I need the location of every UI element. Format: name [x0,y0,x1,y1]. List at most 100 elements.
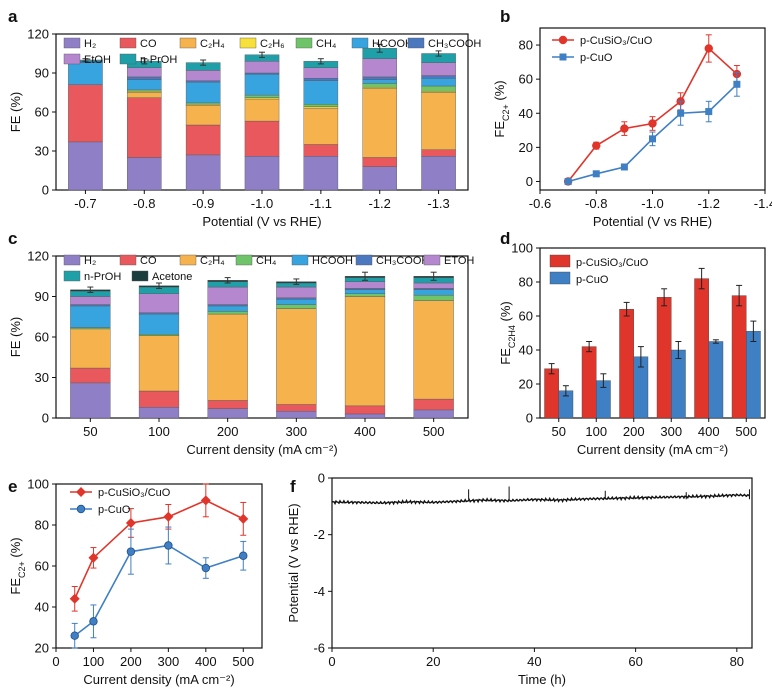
legend-label-CH4-a: CH₄ [316,38,337,50]
bar-segment-CH4-a [362,83,397,88]
bar-segment-CO-a [68,84,103,143]
x-tick-label-a: -0.7 [74,196,96,211]
bar-segment-EtOH-a [127,67,162,78]
bar-segment-CH4-c [70,327,111,330]
legend-swatch-C2H4-a [179,37,197,49]
legend-swatch-EtOH-c [423,254,441,266]
bar-segment-CH4-c [413,294,454,301]
bar-segment-H2-a [362,166,397,191]
x-tick-label-e: 300 [158,654,180,669]
legend-label-reference-b: p-CuO [580,52,613,64]
bar-catalyst-d [544,368,559,419]
point-reference-e [70,631,79,640]
legend-swatch-nPrOH-c [63,270,81,282]
x-tick-label-a: -1.3 [427,196,449,211]
plot-frame-f [331,477,753,649]
y-tick-label-e: 100 [27,477,49,492]
x-tick-label-c: 400 [354,424,376,439]
y-tick-label-a: 60 [35,105,49,120]
legend-label-CO-c: CO [140,255,157,267]
x-tick-label-a: -1.1 [310,196,332,211]
legend-swatch-Acetone-c [131,270,149,282]
legend-label-CH3COOH-a: CH₃COOH [428,38,481,50]
y-tick-label-f: -2 [313,527,325,542]
panel-letter-e: e [8,477,17,496]
legend-swatch-H2-c [63,254,81,266]
panel-letter-f: f [290,477,296,496]
series-line-reference-e [74,544,244,637]
bar-segment-HCOOH-c [344,289,386,295]
x-tick-label-d: 200 [623,424,645,439]
x-tick-label-c: 200 [217,424,239,439]
bar-segment-CH3COOH-c [276,297,317,300]
point-reference-b [705,108,713,116]
bar-segment-CH3COOH-a [127,76,162,80]
legend-label-C2H4-c: C₂H₄ [200,255,225,267]
bar-segment-C2H4-a [127,92,162,98]
bar-segment-H2-c [207,408,248,419]
x-tick-label-d: 50 [552,424,566,439]
y-tick-label-a: 120 [27,27,49,42]
y-tick-label-b: 20 [519,140,533,155]
bar-segment-EtOH-c [413,282,454,289]
point-catalyst-e [69,593,80,604]
point-legend-reference-b [559,53,567,61]
point-legend-catalyst-e [76,487,86,497]
legend-label-nPrOH-c: n-PrOH [84,271,121,283]
legend-label-EtOH-c: ETOH [444,255,474,267]
bar-segment-C2H4-a [362,88,397,158]
bar-catalyst-d [581,346,597,419]
y-tick-label-e: 80 [35,518,49,533]
bar-segment-H2-a [185,154,221,191]
x-axis-label-d: Current density (mA cm⁻²) [577,442,728,457]
bar-segment-EtOH-c [70,296,111,305]
bar-segment-CH3COOH-a [362,76,397,80]
legend-swatch-CO-c [119,254,137,266]
x-tick-label-f: 0 [328,654,335,669]
legend-label-EtOH-a: EtOH [84,54,111,66]
y-axis-label-b: FEC2+ (%) [492,80,511,137]
point-reference-e [239,551,248,560]
point-catalyst-e [163,511,174,522]
point-reference-b [620,163,628,171]
bar-segment-CO-c [413,398,454,411]
legend-label-C2H6-a: C₂H₆ [260,38,285,50]
legend-label-catalyst-d: p-CuSiO₃/CuO [576,257,649,269]
x-axis-label-c: Current density (mA cm⁻²) [186,442,337,457]
bar-segment-CO-a [421,149,456,157]
bar-segment-CO-c [70,367,111,384]
point-legend-reference-e [76,504,86,514]
legend-swatch-CH4-c [235,254,253,266]
bar-reference-d [708,341,724,419]
x-tick-label-b: -1.0 [641,196,663,211]
bar-segment-EtOH-c [276,286,317,299]
y-axis-label-c: FE (%) [8,317,23,357]
y-tick-label-d: 80 [519,275,533,290]
point-catalyst-e [238,513,249,524]
x-tick-label-d: 400 [698,424,720,439]
bar-segment-CO-c [138,390,180,408]
legend-label-H2-c: H₂ [84,255,96,267]
bar-reference-d [671,349,686,419]
point-catalyst-b [592,141,601,150]
legend-label-CH3COOH-c: CH₃COOH [376,255,429,267]
point-catalyst-b [648,119,657,128]
y-tick-label-f: 0 [318,471,325,486]
legend-label-H2-a: H₂ [84,38,96,50]
bar-catalyst-d [619,309,634,419]
y-tick-label-c: 120 [27,249,49,264]
bar-segment-H2-c [138,407,180,419]
legend-label-nPrOH-a: n-PrOH [140,54,177,66]
legend-label-reference-d: p-CuO [576,274,609,286]
x-tick-label-f: 80 [730,654,744,669]
bar-segment-HCOOH-c [413,289,454,296]
legend-label-CH4-c: CH₄ [256,255,277,267]
y-tick-label-d: 60 [519,309,533,324]
legend-swatch-C2H4-c [179,254,197,266]
bar-segment-H2-c [276,411,317,419]
bar-segment-CO-c [276,404,317,412]
panel-letter-b: b [500,7,510,26]
bar-segment-EtOH-c [138,293,180,313]
point-reference-b [677,109,685,117]
legend-swatch-catalyst-d [549,254,571,268]
